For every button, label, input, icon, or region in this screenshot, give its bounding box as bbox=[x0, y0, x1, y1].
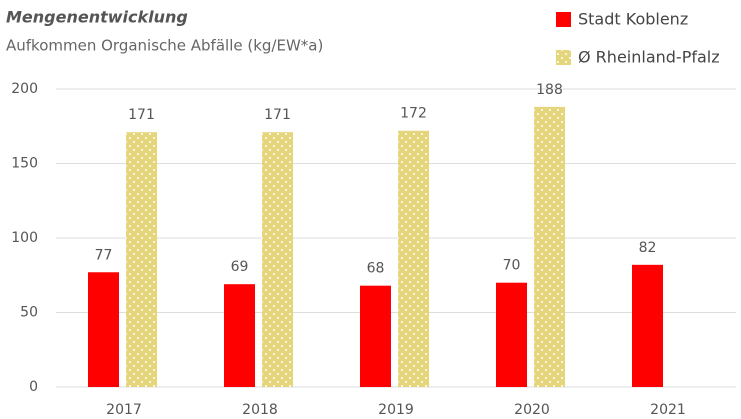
bar bbox=[360, 285, 391, 387]
bar bbox=[496, 282, 527, 387]
value-label: 70 bbox=[503, 258, 521, 274]
y-tick-label: 50 bbox=[20, 305, 38, 321]
chart-title: Mengenentwicklung bbox=[6, 8, 188, 27]
y-tick-label: 0 bbox=[29, 379, 38, 395]
x-tick-label: 2018 bbox=[242, 402, 278, 418]
bar bbox=[534, 106, 565, 387]
x-tick-label: 2019 bbox=[378, 402, 414, 418]
chart-subtitle: Aufkommen Organische Abfälle (kg/EW*a) bbox=[6, 37, 323, 55]
bar bbox=[262, 132, 293, 387]
value-label: 68 bbox=[367, 261, 385, 277]
bar bbox=[88, 272, 119, 387]
x-tick-label: 2021 bbox=[650, 402, 686, 418]
legend-label: Ø Rheinland-Pfalz bbox=[578, 48, 720, 67]
legend-swatch bbox=[556, 50, 571, 65]
value-label: 171 bbox=[128, 107, 155, 123]
y-tick-label: 200 bbox=[11, 81, 38, 97]
legend-label: Stadt Koblenz bbox=[578, 10, 688, 29]
value-label: 171 bbox=[264, 107, 291, 123]
bar bbox=[126, 132, 157, 387]
x-tick-label: 2020 bbox=[514, 402, 550, 418]
value-label: 172 bbox=[400, 106, 427, 122]
bar bbox=[224, 284, 255, 387]
legend-swatch bbox=[556, 12, 571, 27]
x-tick-label: 2017 bbox=[106, 402, 142, 418]
value-label: 77 bbox=[95, 247, 113, 263]
bar bbox=[632, 264, 663, 387]
y-tick-label: 150 bbox=[11, 156, 38, 172]
value-label: 82 bbox=[639, 240, 657, 256]
value-label: 69 bbox=[231, 259, 249, 275]
value-label: 188 bbox=[536, 82, 563, 98]
y-tick-label: 100 bbox=[11, 230, 38, 246]
bar bbox=[398, 130, 429, 387]
